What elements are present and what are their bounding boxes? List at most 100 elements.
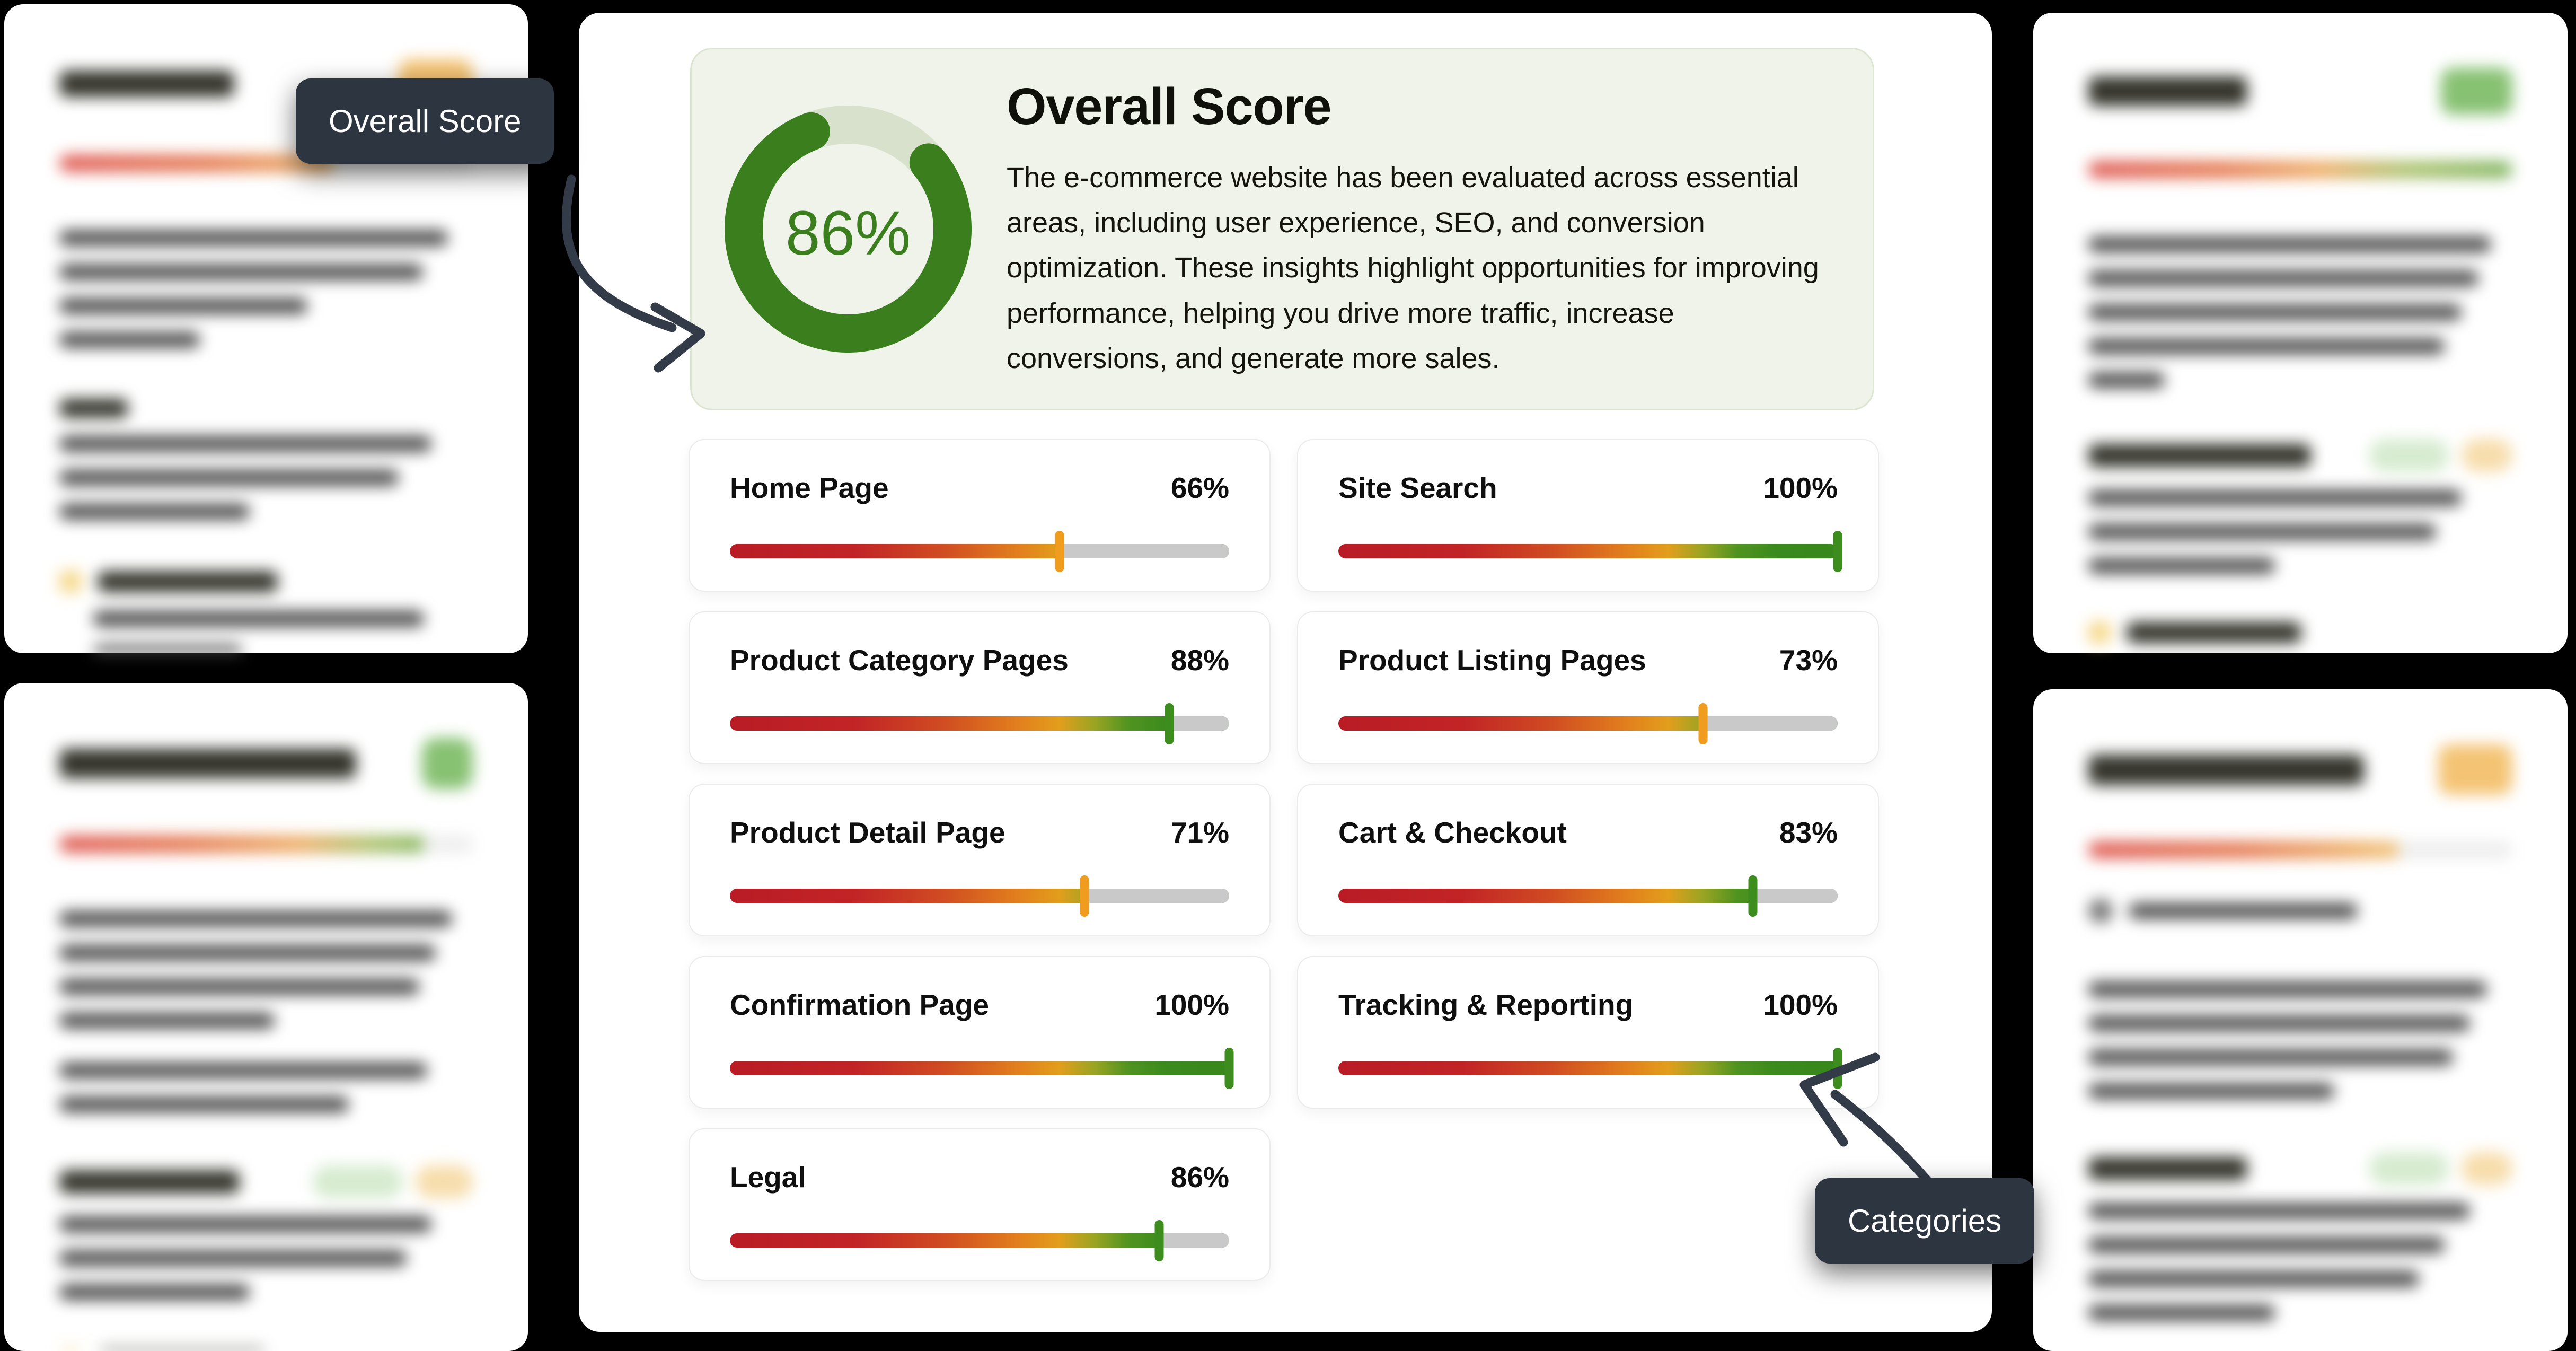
overall-score-value: 86% xyxy=(786,198,911,268)
blurred-section-heading xyxy=(2088,444,2311,467)
blurred-score-bar xyxy=(2088,841,2512,858)
blurred-score-bar xyxy=(59,836,473,853)
score-bar-gradient xyxy=(730,716,1229,731)
category-percent: 83% xyxy=(1779,816,1838,849)
score-bar-gradient xyxy=(730,1233,1229,1248)
score-bar-remainder xyxy=(1084,889,1229,903)
blurred-text-line xyxy=(2088,1271,2419,1287)
score-bar-marker xyxy=(1224,1047,1234,1089)
blurred-subheading xyxy=(98,1348,267,1351)
blurred-text-line xyxy=(59,1216,431,1232)
blurred-text-line xyxy=(2129,903,2358,919)
blurred-content xyxy=(2033,13,2568,653)
score-bar-marker xyxy=(1080,875,1089,917)
blurred-report-panel-product-category-pages xyxy=(4,683,528,1351)
category-score-bar xyxy=(730,1047,1234,1089)
blurred-text-line xyxy=(2088,1237,2445,1253)
score-bar-gradient xyxy=(730,1061,1229,1075)
category-score-bar xyxy=(730,875,1229,917)
category-score-bar xyxy=(1338,703,1838,744)
blurred-score-badge xyxy=(422,738,473,789)
categories-tooltip: Categories xyxy=(1815,1178,2035,1264)
blurred-text-line xyxy=(2088,304,2462,320)
blurred-pass-badge xyxy=(313,1165,403,1198)
blurred-report-panel-site-search xyxy=(2033,13,2568,653)
category-score-card: Legal 86% xyxy=(689,1128,1271,1281)
blurred-subheading xyxy=(2127,622,2301,643)
overall-score-title: Overall Score xyxy=(1007,77,1331,135)
blurred-text-line xyxy=(59,1284,250,1300)
category-percent: 86% xyxy=(1170,1161,1229,1194)
category-label: Confirmation Page xyxy=(730,988,989,1021)
category-score-card: Cart & Checkout 83% xyxy=(1297,784,1879,936)
blurred-text-line xyxy=(2088,1203,2470,1219)
blurred-text-line xyxy=(2088,338,2445,354)
score-bar-remainder xyxy=(1702,716,1838,731)
category-score-bar xyxy=(730,703,1229,744)
overall-score-card: 86% Overall Score The e-commerce website… xyxy=(690,48,1874,410)
blurred-section-heading xyxy=(2088,1157,2247,1180)
blurred-text-line xyxy=(59,470,399,486)
score-bar-marker xyxy=(1833,1047,1842,1089)
bullet-icon xyxy=(59,571,82,593)
category-score-card: Confirmation Page 100% xyxy=(689,956,1271,1109)
blurred-score-bar xyxy=(2088,161,2512,178)
blurred-content xyxy=(4,683,528,1351)
blurred-text-line xyxy=(2088,524,2436,540)
blurred-score-badge xyxy=(2441,68,2512,115)
overall-score-description: The e-commerce website has been evaluate… xyxy=(1007,161,1819,374)
category-percent: 100% xyxy=(1763,471,1838,504)
category-percent: 88% xyxy=(1170,644,1229,677)
blurred-text-line xyxy=(59,945,436,961)
blurred-content xyxy=(2033,689,2568,1351)
score-bar-marker xyxy=(1748,875,1758,917)
score-bar-marker xyxy=(1154,1220,1164,1261)
blurred-subheading xyxy=(98,571,278,592)
category-label: Cart & Checkout xyxy=(1338,816,1567,849)
blurred-text-line xyxy=(59,1063,428,1078)
blurred-text-line xyxy=(59,1096,349,1112)
blurred-text-line xyxy=(59,504,250,520)
category-score-card: Tracking & Reporting 100% xyxy=(1297,956,1879,1109)
score-bar-gradient xyxy=(1338,1061,1838,1075)
blurred-text-line xyxy=(2088,1305,2275,1321)
category-score-card: Product Detail Page 71% xyxy=(689,784,1271,936)
blurred-heading xyxy=(2088,76,2247,106)
blurred-report-panel-product-listing-pages xyxy=(2033,689,2568,1351)
report-summary-panel: 86% Overall Score The e-commerce website… xyxy=(579,13,1992,1332)
blurred-text-line xyxy=(2088,981,2487,997)
blurred-heading xyxy=(59,749,356,778)
blurred-pass-badge xyxy=(2369,439,2449,472)
category-score-bar xyxy=(1338,1047,1842,1089)
category-score-card: Home Page 66% xyxy=(689,439,1271,592)
category-label: Product Detail Page xyxy=(730,816,1005,849)
blurred-pass-badge xyxy=(2369,1152,2449,1185)
blurred-text-line xyxy=(2088,1049,2453,1065)
blurred-text-line xyxy=(59,1013,275,1029)
category-label: Product Listing Pages xyxy=(1338,644,1646,677)
blurred-text-line xyxy=(2088,490,2462,506)
overall-score-donut-chart: 86% xyxy=(725,106,972,353)
blurred-text-line xyxy=(59,298,307,314)
category-percent: 71% xyxy=(1170,816,1229,849)
score-bar-marker xyxy=(1165,703,1174,744)
category-label: Tracking & Reporting xyxy=(1338,988,1634,1021)
score-bar-marker xyxy=(1698,703,1708,744)
category-score-card: Site Search 100% xyxy=(1297,439,1879,592)
blurred-text-line xyxy=(2088,236,2491,252)
blurred-icon xyxy=(2088,899,2113,923)
category-score-bar xyxy=(730,1220,1229,1261)
category-percent: 100% xyxy=(1154,988,1229,1021)
blurred-text-line xyxy=(59,436,431,452)
category-score-bar xyxy=(1338,530,1842,572)
score-bar-remainder xyxy=(1059,544,1229,558)
overall-score-tooltip: Overall Score xyxy=(296,78,554,164)
category-percent: 66% xyxy=(1170,471,1229,504)
category-score-bar xyxy=(730,530,1229,572)
score-bar-remainder xyxy=(1169,716,1229,731)
blurred-text-line xyxy=(2088,270,2478,286)
score-bar-marker xyxy=(1055,530,1064,572)
score-bar-marker xyxy=(1833,530,1842,572)
blurred-heading xyxy=(59,71,234,97)
category-score-bar xyxy=(1338,875,1838,917)
